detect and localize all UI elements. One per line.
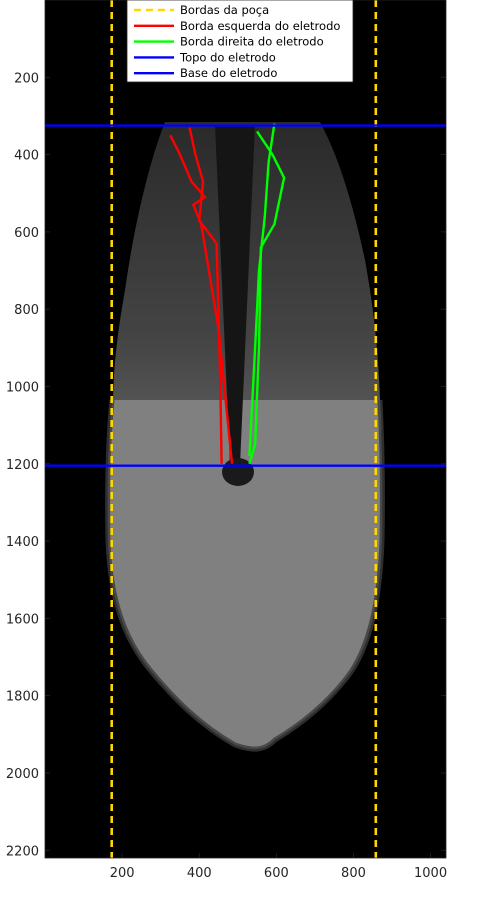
- legend-label-borda-esquerda-do-eletrodo: Borda esquerda do eletrodo: [180, 19, 340, 33]
- y-tick-label: 2200: [6, 844, 39, 859]
- legend-label-borda-direita-do-eletrodo: Borda direita do eletrodo: [180, 35, 324, 49]
- x-tick-label: 1000: [414, 866, 447, 881]
- legend-label-bordas-da-poca: Bordas da poça: [180, 3, 269, 17]
- y-tick-label: 200: [14, 71, 39, 86]
- axes-frame: [44, 0, 447, 859]
- x-tick-label: 400: [187, 866, 212, 881]
- series-layer: [45, 0, 446, 858]
- lower-pool-region: [107, 400, 383, 750]
- y-tick-label: 400: [14, 149, 39, 164]
- x-tick-label: 800: [341, 866, 366, 881]
- y-tick-label: 1200: [6, 458, 39, 473]
- x-tick-label: 200: [110, 866, 135, 881]
- legend-items: Bordas da poça Borda esquerda do eletrodo…: [134, 3, 340, 80]
- y-tick-label: 800: [14, 303, 39, 318]
- plot-area: [45, 0, 446, 858]
- y-tick-label: 1000: [6, 380, 39, 395]
- legend-label-base-do-eletrodo: Base do eletrodo: [180, 66, 277, 80]
- image-grain: [45, 0, 446, 858]
- series-line-borda-direita-do-eletrodo-2: [248, 130, 286, 465]
- pool-edge-shadow: [105, 399, 385, 752]
- y-tick-label: 1800: [6, 690, 39, 705]
- y-tick-label: 1600: [6, 612, 39, 627]
- ticks-layer: 200 400 600 800 1000 1200 1400 1600 1800 2000 2200…: [6, 71, 447, 881]
- electrode-gap-region: [215, 125, 255, 465]
- legend-label-topo-do-eletrodo: Topo do eletrodo: [179, 50, 276, 64]
- y-tick-label: 2000: [6, 767, 39, 782]
- legend: Bordas da poça Borda esquerda do eletrodo…: [126, 0, 354, 83]
- x-tick-label: 600: [264, 866, 289, 881]
- y-tick-label: 1400: [6, 535, 39, 550]
- series-line-borda-esquerda-do-eletrodo-2: [169, 134, 234, 464]
- y-tick-label: 600: [14, 226, 39, 241]
